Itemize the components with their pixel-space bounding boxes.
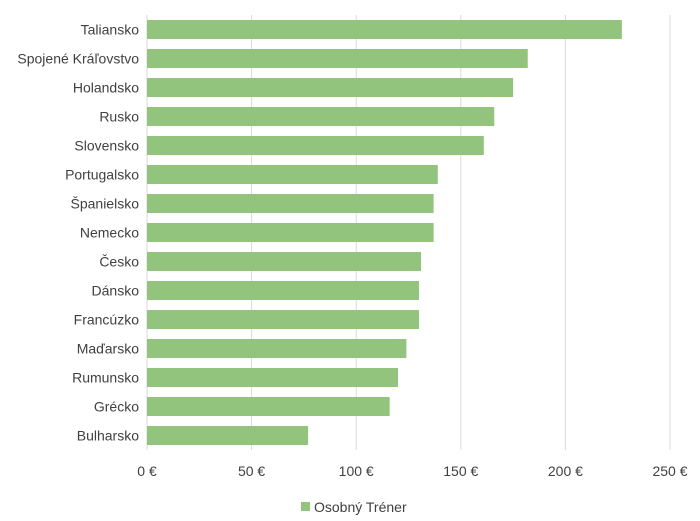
bar bbox=[147, 223, 434, 242]
category-label: Portugalsko bbox=[65, 167, 139, 183]
bar bbox=[147, 78, 514, 97]
bar bbox=[147, 339, 407, 358]
category-label: Grécko bbox=[94, 399, 139, 415]
category-label: Nemecko bbox=[80, 225, 139, 241]
category-label: Holandsko bbox=[73, 80, 139, 96]
category-labels: Taliansko Spojené Kráľovstvo Holandsko Rusk… bbox=[17, 22, 139, 444]
category-label: Spojené Kráľovstvo bbox=[17, 51, 139, 67]
bar bbox=[147, 281, 419, 300]
tick-label: 50 € bbox=[238, 463, 265, 479]
category-label: Španielsko bbox=[71, 196, 140, 212]
bar bbox=[147, 107, 495, 126]
bar bbox=[147, 310, 419, 329]
legend: Osobný Tréner bbox=[301, 499, 407, 515]
value-axis-ticks: 0 € 50 € 100 € 150 € 200 € 250 € bbox=[137, 463, 687, 479]
category-label: Maďarsko bbox=[77, 341, 140, 357]
category-label: Dánsko bbox=[92, 283, 140, 299]
tick-label: 100 € bbox=[339, 463, 374, 479]
tick-label: 150 € bbox=[443, 463, 478, 479]
bar bbox=[147, 165, 438, 184]
bar bbox=[147, 49, 528, 68]
bar bbox=[147, 252, 422, 271]
tick-label: 250 € bbox=[652, 463, 687, 479]
legend-swatch bbox=[301, 502, 310, 511]
bar bbox=[147, 368, 399, 387]
category-label: Rusko bbox=[99, 109, 139, 125]
tick-label: 200 € bbox=[548, 463, 583, 479]
bars bbox=[147, 20, 622, 445]
category-label: Taliansko bbox=[81, 22, 140, 38]
bar bbox=[147, 20, 622, 39]
bar bbox=[147, 426, 309, 445]
category-label: Bulharsko bbox=[77, 428, 139, 444]
category-label: Slovensko bbox=[74, 138, 139, 154]
legend-label: Osobný Tréner bbox=[314, 499, 407, 515]
category-label: Rumunsko bbox=[72, 370, 139, 386]
tick-label: 0 € bbox=[137, 463, 157, 479]
bar bbox=[147, 397, 390, 416]
bar bbox=[147, 136, 484, 155]
category-label: Česko bbox=[99, 254, 139, 270]
bar bbox=[147, 194, 434, 213]
category-label: Francúzko bbox=[74, 312, 140, 328]
